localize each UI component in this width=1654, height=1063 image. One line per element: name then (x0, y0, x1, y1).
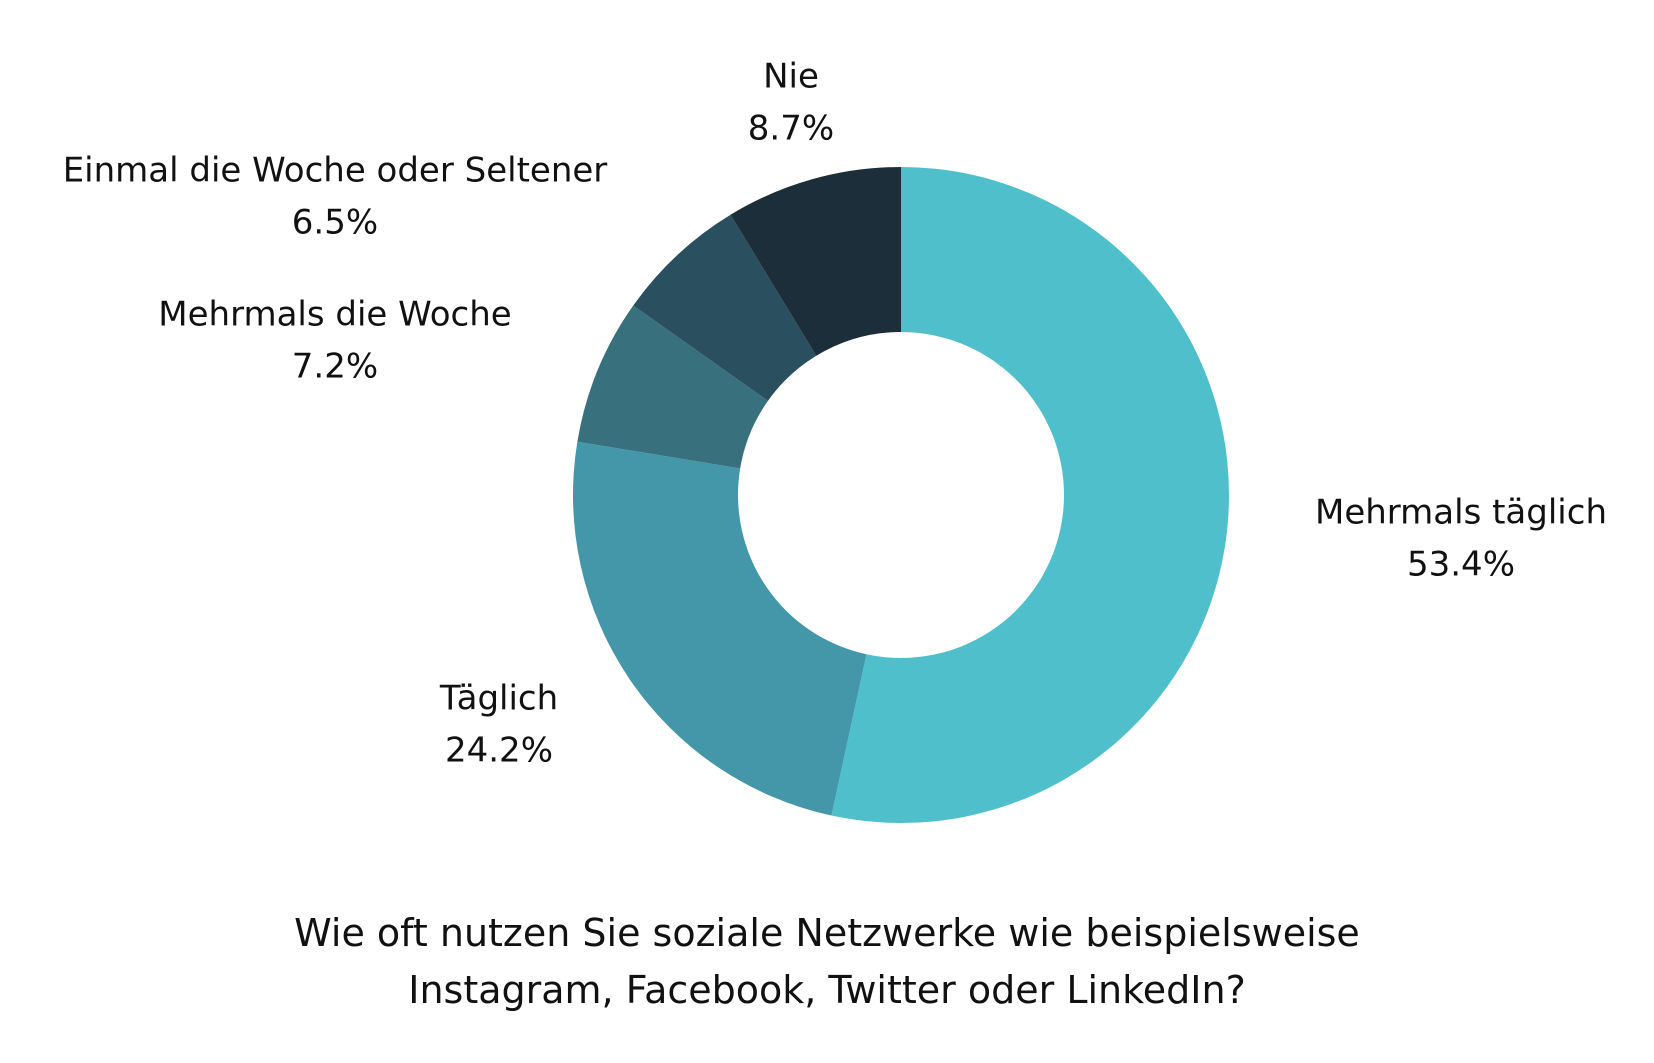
slice-label: Nie (763, 57, 819, 97)
donut-slice (633, 214, 817, 401)
chart: Mehrmals täglich 53.4% Täglich 24.2% Mehrmal… (63, 57, 1607, 823)
value-label: 24.2% (445, 731, 553, 771)
value-label: 6.5% (292, 203, 378, 243)
donut-slice (577, 305, 768, 469)
donut-slice (831, 167, 1229, 823)
slice-label: Einmal die Woche oder Seltener (63, 151, 608, 191)
chart-title: Wie oft nutzen Sie soziale Netzwerke wie… (294, 911, 1360, 1012)
donut-slice (572, 441, 867, 816)
value-label: 7.2% (292, 347, 378, 387)
slice-label: Mehrmals täglich (1315, 493, 1607, 533)
value-label: 8.7% (748, 109, 834, 149)
slice-label: Täglich (439, 679, 558, 719)
donut-slice (730, 167, 901, 356)
value-label: 53.4% (1407, 545, 1515, 585)
slice-label: Mehrmals die Woche (158, 295, 511, 335)
